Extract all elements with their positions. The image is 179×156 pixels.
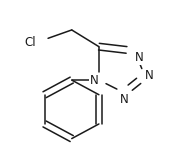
Text: N: N [145,69,154,82]
Text: Cl: Cl [25,36,36,49]
Text: N: N [120,93,128,106]
Text: N: N [134,51,143,64]
Text: N: N [90,74,99,87]
